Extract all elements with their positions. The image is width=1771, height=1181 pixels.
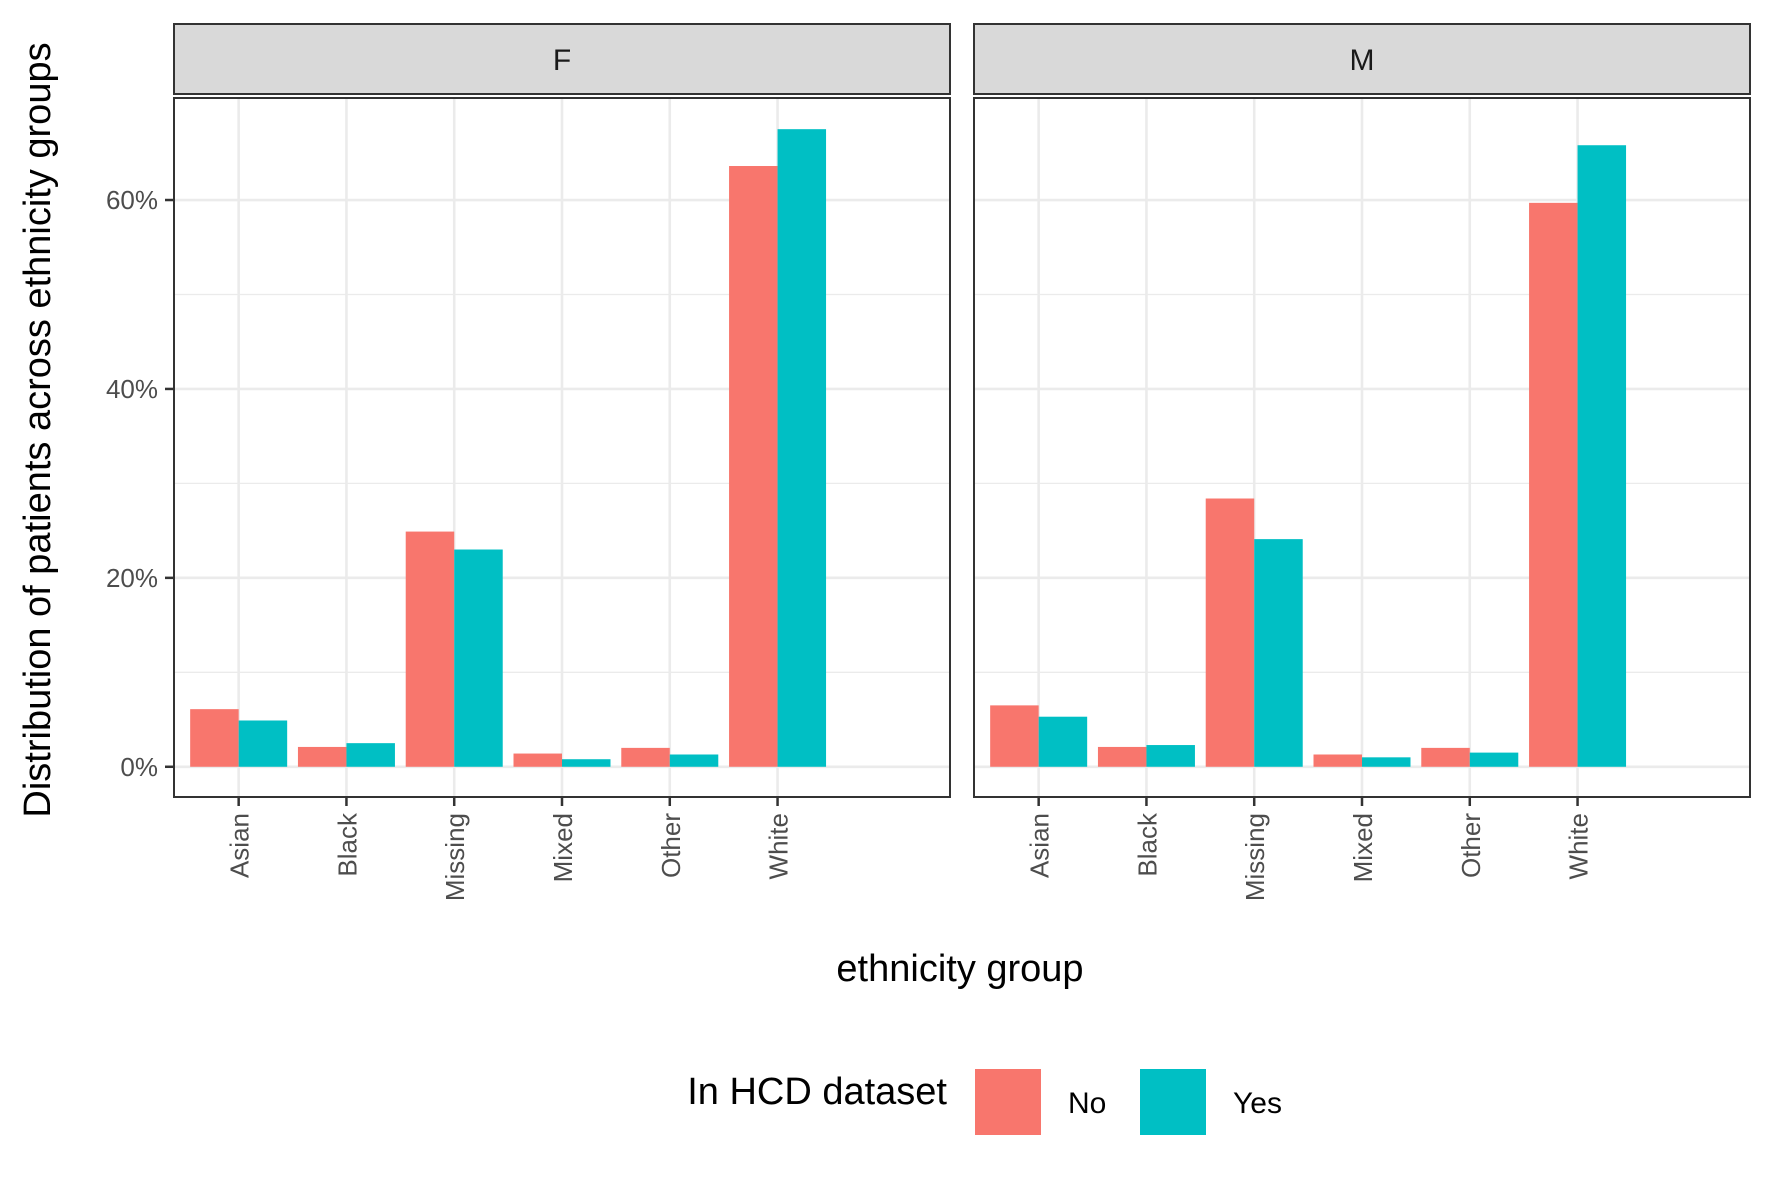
x-tick-label: White: [764, 813, 794, 879]
bar-yes-missing: [1254, 539, 1303, 767]
y-tick-label: 60%: [106, 185, 158, 215]
x-tick-label: Asian: [225, 813, 255, 878]
bar-yes-white: [1577, 145, 1627, 767]
x-tick-label: White: [1564, 813, 1594, 879]
x-axis-title: ethnicity group: [836, 948, 1083, 990]
x-tick-label: Black: [332, 812, 362, 877]
bar-no-asian: [190, 709, 239, 767]
facet-strip-label: M: [1350, 44, 1375, 77]
facet-panels: F Asian Black Missing Mixed Other White M Asian B…: [173, 23, 1751, 901]
bar-no-white: [729, 166, 778, 767]
bar-yes-other: [1469, 752, 1519, 767]
legend-label-yes: Yes: [1233, 1087, 1282, 1120]
bar-yes-other: [669, 754, 719, 767]
bar-yes-missing: [454, 549, 503, 767]
bar-yes-black: [346, 743, 395, 767]
legend-key-yes: [1140, 1069, 1206, 1135]
legend-label-no: No: [1068, 1087, 1106, 1120]
bar-yes-asian: [1038, 716, 1088, 767]
x-tick-label: Missing: [440, 813, 470, 901]
legend-items: No Yes: [975, 1069, 1282, 1135]
legend-key-no: [975, 1069, 1041, 1135]
x-tick-label: Other: [1456, 813, 1486, 878]
bar-no-mixed: [513, 753, 562, 767]
bar-no-mixed: [1313, 754, 1362, 767]
bar-no-other: [621, 747, 670, 767]
y-tick-label: 20%: [106, 563, 158, 593]
bar-no-other: [1421, 747, 1470, 767]
bar-yes-white: [777, 129, 827, 767]
facet-strip-label: F: [553, 44, 571, 77]
facet-panel-f: F Asian Black Missing Mixed Other White: [173, 23, 951, 901]
facet-panel-m: M Asian Black Missing Mixed Other White: [973, 23, 1751, 901]
x-tick-label: Mixed: [1348, 813, 1378, 882]
bar-no-asian: [990, 705, 1039, 767]
bar-yes-asian: [238, 720, 288, 767]
legend-title: In HCD dataset: [687, 1071, 947, 1113]
bar-yes-mixed: [1362, 757, 1411, 767]
x-tick-label: Other: [656, 813, 686, 878]
bar-no-missing: [1205, 498, 1255, 767]
bar-no-black: [297, 746, 347, 767]
x-tick-label: Asian: [1025, 813, 1055, 878]
bar-no-missing: [405, 531, 455, 767]
facet-strip: [973, 23, 1751, 95]
x-tick-label: Black: [1132, 812, 1162, 877]
bar-no-white: [1529, 202, 1578, 767]
bar-yes-black: [1146, 745, 1195, 767]
y-tick-label: 40%: [106, 374, 158, 404]
legend: In HCD dataset No Yes: [687, 1069, 1282, 1135]
y-tick-label: 0%: [120, 752, 158, 782]
x-tick-label: Mixed: [548, 813, 578, 882]
facet-strip: [173, 23, 951, 95]
bar-yes-mixed: [562, 759, 611, 767]
bar-no-black: [1097, 746, 1147, 767]
y-axis: 0% 20% 40% 60%: [106, 185, 174, 782]
y-axis-title: Distribution of patients across ethnicit…: [17, 42, 59, 817]
x-tick-label: Missing: [1240, 813, 1270, 901]
